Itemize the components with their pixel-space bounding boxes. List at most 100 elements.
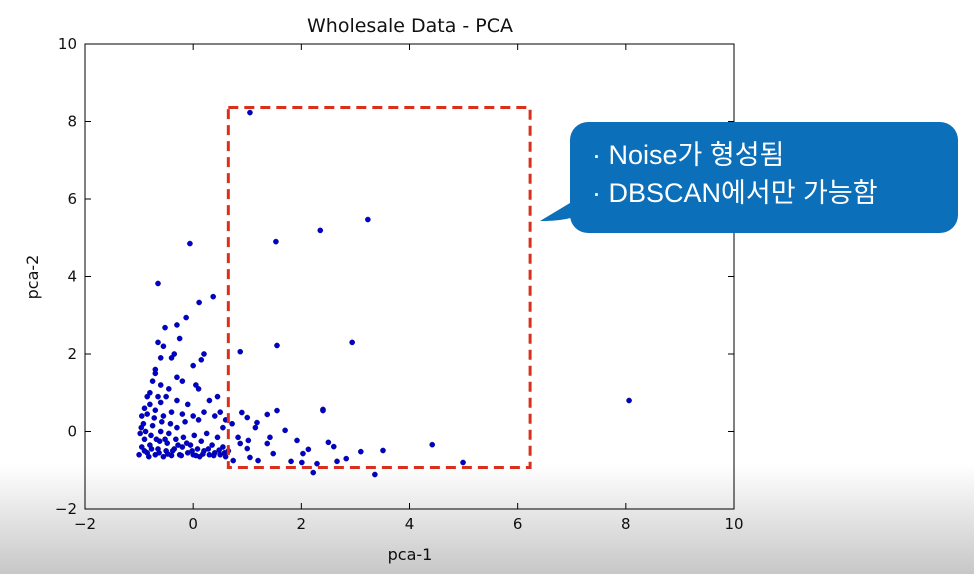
data-point <box>235 434 241 441</box>
data-point <box>157 428 164 435</box>
data-point <box>264 411 271 418</box>
data-point <box>153 436 160 443</box>
data-point <box>217 409 224 415</box>
data-point <box>138 424 145 431</box>
data-point <box>149 422 156 429</box>
data-point <box>182 419 188 425</box>
data-point <box>158 419 165 425</box>
data-point <box>220 424 226 431</box>
data-point <box>184 401 191 408</box>
data-point <box>343 455 350 462</box>
data-point <box>144 393 150 400</box>
data-point <box>429 441 436 448</box>
data-point <box>138 413 145 419</box>
y-tick-label: 6 <box>67 190 77 208</box>
y-tick-label: 2 <box>67 345 77 363</box>
data-point <box>195 417 202 423</box>
data-point <box>144 411 150 417</box>
data-point <box>141 436 148 443</box>
data-point <box>137 430 143 437</box>
data-point <box>239 409 245 416</box>
data-point <box>380 447 386 454</box>
data-point <box>267 434 273 441</box>
data-point <box>189 448 195 454</box>
data-point <box>211 413 218 419</box>
data-point <box>167 420 174 427</box>
data-point <box>149 378 156 384</box>
data-point <box>247 109 253 116</box>
data-point <box>166 386 172 392</box>
data-point <box>274 342 280 349</box>
data-point <box>168 409 175 415</box>
data-point <box>179 378 186 384</box>
data-point <box>169 448 176 454</box>
data-point <box>206 397 213 404</box>
data-point <box>330 443 337 450</box>
data-point <box>372 471 378 478</box>
data-point <box>358 448 364 455</box>
data-point <box>176 335 183 342</box>
data-point <box>200 451 206 457</box>
data-point <box>157 355 164 361</box>
callout-line-1: · Noise가 형성됨 <box>592 140 785 170</box>
data-point <box>174 424 180 431</box>
data-point <box>264 440 271 447</box>
data-point <box>157 382 164 388</box>
data-point <box>178 452 185 459</box>
data-point <box>626 397 632 404</box>
data-point <box>157 399 164 406</box>
data-point <box>273 238 279 245</box>
x-tick-label: 10 <box>724 515 743 533</box>
data-point <box>282 427 288 434</box>
data-point <box>148 432 154 439</box>
data-point <box>194 446 201 452</box>
data-point <box>187 240 193 247</box>
data-point <box>334 458 340 465</box>
data-point <box>155 393 161 400</box>
data-point <box>288 458 294 465</box>
data-point <box>180 434 187 441</box>
data-point <box>193 382 199 388</box>
data-point <box>254 419 260 426</box>
y-tick-label: 0 <box>67 423 77 441</box>
data-point <box>193 452 199 459</box>
data-point <box>155 280 161 287</box>
data-point <box>173 436 179 443</box>
data-point <box>164 451 171 457</box>
data-point <box>210 293 216 300</box>
highlight-region <box>226 106 532 470</box>
data-point <box>141 448 148 454</box>
data-point <box>198 357 205 363</box>
data-point <box>294 437 300 444</box>
data-point <box>237 348 244 355</box>
data-point <box>152 407 159 413</box>
data-point <box>155 339 161 346</box>
data-point <box>214 393 221 400</box>
data-point <box>216 447 222 453</box>
data-point <box>237 440 244 447</box>
data-point <box>174 374 180 381</box>
data-point <box>141 405 148 412</box>
data-point <box>201 409 207 415</box>
data-point <box>174 322 180 328</box>
data-point <box>190 362 196 369</box>
data-point <box>305 446 312 453</box>
data-point <box>230 457 236 464</box>
data-point <box>142 428 149 435</box>
data-point <box>317 227 324 234</box>
data-point <box>255 457 261 464</box>
data-point <box>245 437 252 444</box>
data-point <box>190 413 196 419</box>
y-axis-label: pca-2 <box>23 255 42 300</box>
x-tick-label: 6 <box>513 515 523 533</box>
data-point <box>160 343 167 350</box>
y-tick-label: 10 <box>58 35 77 53</box>
data-point <box>147 389 153 396</box>
data-point <box>247 454 253 461</box>
data-point <box>210 452 217 459</box>
data-point <box>244 445 251 452</box>
y-tick-label: 4 <box>67 268 77 286</box>
data-point <box>325 439 332 446</box>
x-axis-label: pca-1 <box>388 545 433 564</box>
